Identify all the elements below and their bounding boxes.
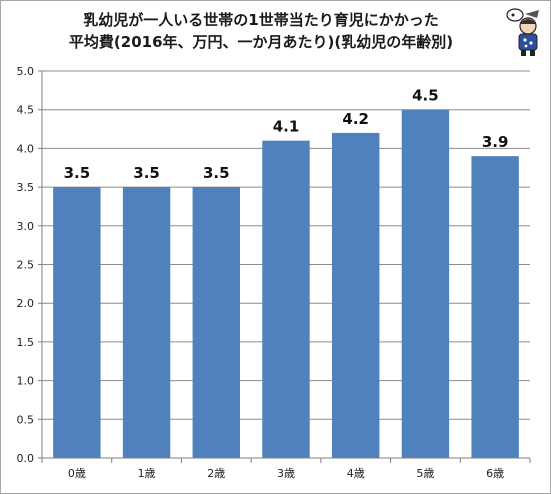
- data-label: 3.5: [133, 164, 160, 182]
- chart-title-line-2: 平均費(2016年、万円、一か月あたり)(乳幼児の年齢別): [68, 33, 454, 51]
- axes: [38, 70, 531, 463]
- y-tick-label: 3.0: [17, 220, 35, 233]
- data-label: 4.5: [412, 87, 439, 105]
- data-label: 3.5: [203, 164, 230, 182]
- y-tick-label: 2.0: [17, 297, 35, 310]
- mascot-logo: [506, 8, 539, 56]
- bar: [53, 187, 101, 458]
- bar: [122, 187, 171, 458]
- data-label: 3.9: [482, 133, 509, 151]
- data-label: 4.2: [342, 110, 369, 128]
- y-tick-label: 0.5: [17, 413, 35, 426]
- y-tick-label: 1.0: [17, 375, 35, 388]
- y-tick-label: 4.5: [17, 104, 35, 117]
- x-tick-label: 1歳: [138, 467, 156, 480]
- data-labels: 3.5 3.5 3.5 4.1 4.2 4.5 3.9: [64, 87, 509, 182]
- data-label: 4.1: [273, 118, 300, 136]
- x-tick-label: 2歳: [207, 467, 225, 480]
- y-tick-label: 1.5: [17, 336, 35, 349]
- bar: [471, 156, 519, 458]
- x-tick-label: 3歳: [277, 467, 295, 480]
- x-tick-label: 0歳: [68, 467, 86, 480]
- chart-title: 乳幼児が一人いる世帯の1世帯当たり育児にかかった 平均費(2016年、万円、一か…: [21, 9, 501, 53]
- bar: [332, 132, 380, 459]
- y-tick-label: 4.0: [17, 142, 35, 155]
- data-label: 3.5: [64, 164, 91, 182]
- y-tick-label: 0.0: [17, 452, 35, 465]
- bar: [401, 109, 450, 458]
- x-tick-labels: 0歳 1歳 2歳 3歳 4歳 5歳 6歳: [68, 467, 504, 480]
- bars: [53, 109, 519, 459]
- x-tick-label: 4歳: [347, 467, 365, 480]
- bar: [262, 140, 310, 458]
- y-tick-label: 3.5: [17, 181, 35, 194]
- x-tick-label: 5歳: [416, 467, 434, 480]
- y-tick-label: 5.0: [17, 65, 35, 78]
- x-tick-label: 6歳: [486, 467, 504, 480]
- bar: [192, 187, 240, 458]
- chart-title-line-1: 乳幼児が一人いる世帯の1世帯当たり育児にかかった: [83, 11, 439, 29]
- y-tick-label: 2.5: [17, 259, 35, 272]
- y-tick-labels: 0.0 0.5 1.0 1.5 2.0 2.5 3.0 3.5 4.0 4.5 5.0: [17, 65, 35, 465]
